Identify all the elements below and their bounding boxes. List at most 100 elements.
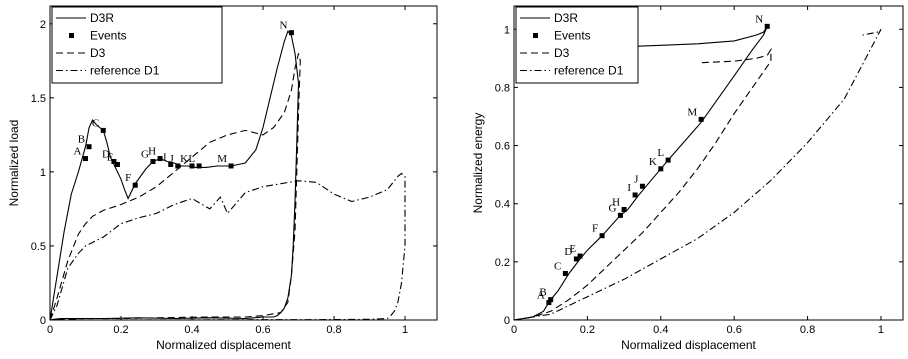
- event-label: F: [592, 223, 598, 235]
- event-label: D: [102, 149, 110, 161]
- x-tick-label: 0.4: [184, 324, 199, 336]
- y-tick-label: 0.6: [495, 141, 510, 153]
- event-marker: [150, 159, 156, 165]
- y-tick-label: 1: [504, 24, 510, 36]
- legend-entry-label: Events: [90, 29, 127, 43]
- y-tick-label: 0.4: [495, 199, 510, 211]
- event-label: I: [163, 151, 167, 163]
- event-label: C: [92, 117, 99, 129]
- event-marker: [573, 256, 579, 262]
- x-tick-label: 0.6: [255, 324, 270, 336]
- event-marker: [100, 127, 106, 133]
- y-tick-label: 1: [40, 167, 46, 179]
- event-label: J: [634, 173, 639, 185]
- x-tick-label: 0.8: [800, 324, 815, 336]
- event-label: A: [537, 290, 545, 302]
- event-marker: [599, 233, 605, 239]
- event-marker: [168, 161, 174, 167]
- series-line-reference-d1: [49, 172, 406, 321]
- event-marker: [111, 159, 117, 165]
- event-marker: [621, 207, 627, 213]
- legend-box: [51, 6, 223, 84]
- legend-entry-label: D3: [554, 46, 570, 60]
- event-marker: [114, 161, 120, 167]
- event-label: L: [188, 153, 195, 165]
- event-marker: [632, 192, 638, 198]
- load-displacement-panel: 0 0.2 0.4 0.6 0.8 1 0 0.5 1 1.5 2 Normalized displa…: [7, 5, 438, 352]
- event-label: A: [74, 146, 82, 158]
- event-marker: [86, 144, 92, 150]
- event-label: J: [170, 153, 175, 165]
- series-line-d3r: [513, 26, 768, 321]
- x-tick-label: 0.6: [727, 324, 742, 336]
- plot-area-frame: [513, 5, 904, 321]
- legend-entry-label: D3: [90, 46, 106, 60]
- event-label: M: [687, 106, 697, 118]
- x-tick-label: 0: [47, 324, 53, 336]
- event-marker: [639, 183, 645, 189]
- legend-entry-label: D3R: [90, 11, 114, 25]
- x-tick-label: 0.4: [653, 324, 668, 336]
- event-marker: [577, 253, 583, 259]
- event-marker: [617, 212, 623, 218]
- event-label: G: [608, 202, 616, 214]
- x-tick-label: 0: [511, 324, 517, 336]
- event-label: B: [78, 134, 85, 146]
- x-tick-label: 0.2: [113, 324, 128, 336]
- event-marker: [157, 156, 163, 162]
- event-label: K: [649, 156, 657, 168]
- event-label: E: [569, 243, 576, 255]
- legend-entry-label: reference D1: [90, 64, 160, 78]
- y-tick-label: 1.5: [31, 93, 46, 105]
- series-line-reference-d1: [513, 28, 882, 321]
- legend-entry-label: D3R: [554, 11, 578, 25]
- legend-marker-square: [533, 33, 538, 38]
- event-label: L: [657, 147, 664, 159]
- series-line-d3: [513, 47, 772, 321]
- y-tick-label: 0: [40, 315, 46, 327]
- event-marker: [546, 300, 552, 306]
- event-label: I: [627, 182, 631, 194]
- event-marker: [196, 163, 202, 169]
- legend-marker-square: [69, 33, 74, 38]
- y-tick-label: 2: [40, 19, 46, 31]
- y-axis-label: Normalized load: [7, 120, 21, 207]
- event-marker: [83, 156, 89, 162]
- event-marker: [698, 116, 704, 122]
- event-marker: [189, 163, 195, 169]
- y-tick-label: 0.8: [495, 82, 510, 94]
- event-marker: [658, 166, 664, 172]
- event-marker: [132, 182, 138, 188]
- event-label: N: [279, 20, 287, 32]
- event-label: N: [755, 13, 763, 25]
- energy-displacement-panel: 0 0.2 0.4 0.6 0.8 1 0 0.2 0.4 0.6 0.8 1 Normalized d…: [471, 5, 904, 352]
- x-tick-label: 0.8: [326, 324, 341, 336]
- x-axis-label: Normalized displacement: [621, 338, 756, 352]
- event-marker: [288, 30, 294, 36]
- event-marker: [562, 270, 568, 276]
- legend-entry-label: reference D1: [554, 64, 624, 78]
- y-tick-label: 0.5: [31, 241, 46, 253]
- series-line-d3: [49, 53, 301, 321]
- y-tick-label: 0: [504, 315, 510, 327]
- event-label: F: [125, 172, 131, 184]
- event-label: K: [180, 153, 188, 165]
- event-label: H: [148, 146, 156, 158]
- event-marker: [764, 23, 770, 29]
- event-marker: [548, 297, 554, 303]
- legend-entry-label: Events: [554, 29, 591, 43]
- event-label: M: [217, 153, 227, 165]
- event-marker: [665, 157, 671, 163]
- x-tick-label: 0.2: [580, 324, 595, 336]
- event-label: H: [612, 197, 620, 209]
- x-tick-label: 1: [878, 324, 884, 336]
- event-label: B: [539, 287, 546, 299]
- x-axis-label: Normalized displacement: [156, 338, 291, 352]
- event-label: G: [141, 149, 149, 161]
- y-tick-label: 0.2: [495, 257, 510, 269]
- event-label: E: [107, 151, 114, 163]
- event-marker: [228, 163, 234, 169]
- event-label: D: [564, 246, 572, 258]
- event-label: C: [554, 260, 561, 272]
